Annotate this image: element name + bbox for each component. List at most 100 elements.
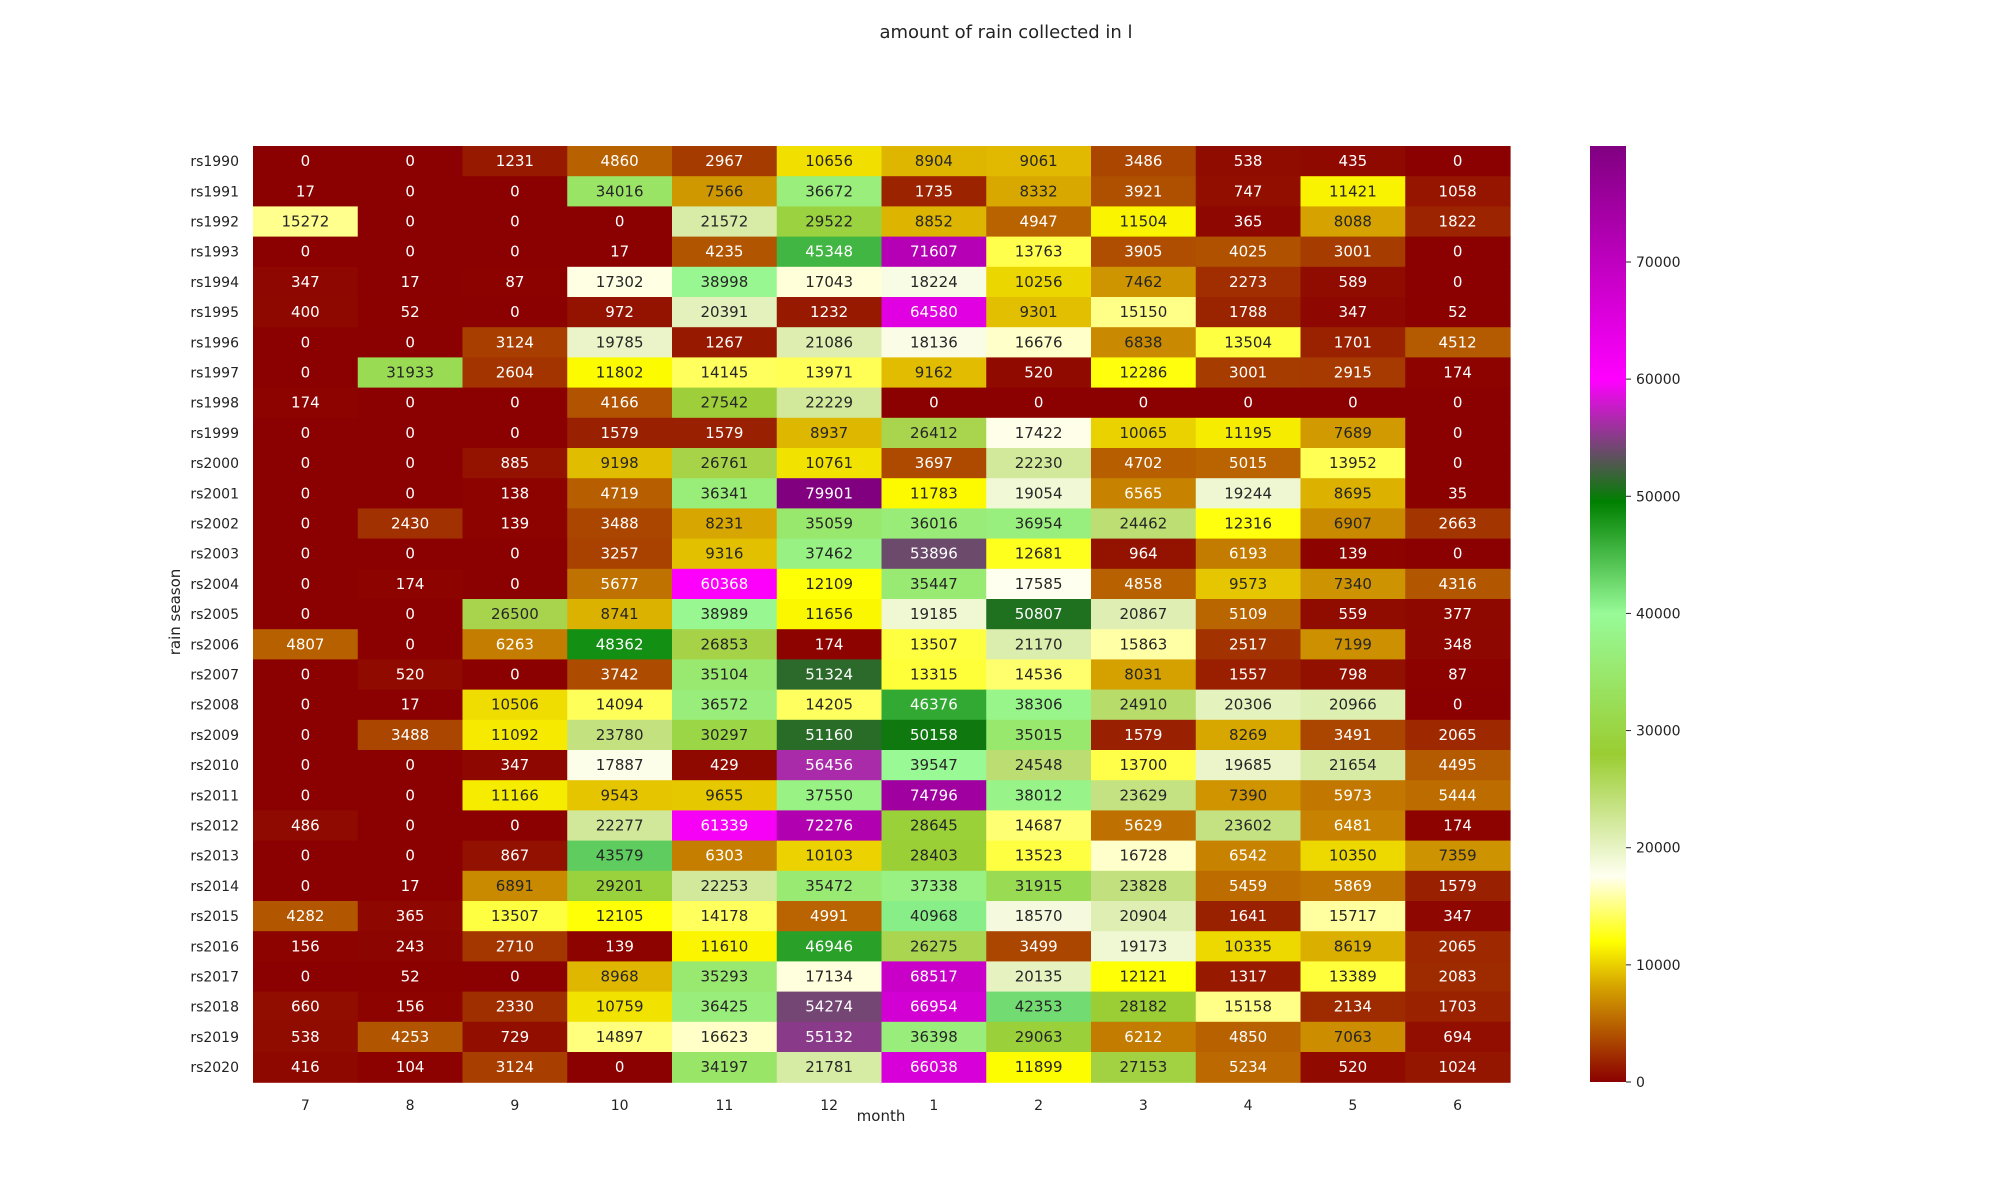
heatmap-cell <box>1300 629 1406 660</box>
heatmap-cell <box>881 991 987 1023</box>
cell-value-label: 22229 <box>805 394 853 412</box>
cell-value-label: 0 <box>405 635 415 653</box>
heatmap-cell <box>462 870 568 902</box>
cell-value-label: 53896 <box>910 545 958 563</box>
x-tick-label: 5 <box>1348 1098 1357 1114</box>
cell-value-label: 0 <box>1453 545 1463 563</box>
cell-value-label: 19785 <box>596 333 644 351</box>
cell-value-label: 20966 <box>1329 696 1377 714</box>
heatmap-cell <box>462 961 568 993</box>
x-tick-label: 2 <box>1034 1098 1043 1114</box>
cell-value-label: 7340 <box>1334 575 1372 593</box>
cell-value-label: 5869 <box>1334 877 1372 895</box>
heatmap-cell <box>776 870 883 902</box>
heatmap-cell <box>1091 387 1197 419</box>
heatmap-cell <box>881 236 987 268</box>
cell-value-label: 520 <box>1024 364 1053 382</box>
cell-value-label: 0 <box>1453 243 1463 261</box>
cell-value-label: 0 <box>510 666 520 684</box>
heatmap-cell <box>1405 870 1511 902</box>
heatmap-cell <box>986 780 1092 811</box>
cell-value-label: 0 <box>301 152 311 170</box>
cell-value-label: 3124 <box>496 1058 534 1076</box>
cell-value-label: 347 <box>1339 303 1368 321</box>
colorbar-tick-label: 70000 <box>1636 255 1681 271</box>
cell-value-label: 0 <box>510 243 520 261</box>
cell-value-label: 2915 <box>1334 364 1372 382</box>
cell-value-label: 21781 <box>805 1058 853 1076</box>
heatmap-cell <box>357 750 464 781</box>
heatmap-cell <box>986 387 1092 419</box>
cell-value-label: 4025 <box>1229 243 1267 261</box>
cell-value-label: 589 <box>1339 273 1368 291</box>
y-tick-label: rs1994 <box>190 275 239 291</box>
cell-value-label: 28403 <box>910 847 958 865</box>
heatmap-cell <box>1091 901 1197 932</box>
cell-value-label: 2663 <box>1439 515 1477 533</box>
heatmap-cell <box>462 780 568 811</box>
heatmap-cell <box>357 961 464 993</box>
cell-value-label: 3257 <box>601 545 639 563</box>
y-tick-label: rs2012 <box>190 819 239 835</box>
cell-value-label: 1822 <box>1439 213 1477 231</box>
heatmap-cell <box>253 599 359 630</box>
cell-value-label: 3921 <box>1124 182 1162 200</box>
heatmap-cell <box>776 508 883 540</box>
heatmap-cell <box>357 568 464 600</box>
cell-value-label: 31933 <box>386 364 434 382</box>
y-tick-label: rs2005 <box>190 607 239 623</box>
cell-value-label: 56456 <box>805 756 853 774</box>
cell-value-label: 4166 <box>601 394 639 412</box>
cell-value-label: 0 <box>301 424 311 442</box>
cell-value-label: 243 <box>396 937 425 955</box>
heatmap-cell <box>357 780 464 811</box>
heatmap-cell <box>1300 387 1406 419</box>
cell-value-label: 29522 <box>805 213 853 231</box>
heatmap-cell <box>1091 659 1197 691</box>
heatmap-cell <box>672 840 778 872</box>
y-tick-label: rs1997 <box>190 366 239 382</box>
heatmap-cell <box>462 478 568 509</box>
heatmap-cell <box>776 448 883 479</box>
cell-value-label: 1703 <box>1439 998 1477 1016</box>
cell-value-label: 68517 <box>910 968 958 986</box>
heatmap-cell <box>986 297 1092 328</box>
heatmap-cell <box>1195 236 1302 268</box>
heatmap-cell <box>1195 478 1302 509</box>
heatmap-cell <box>672 931 778 962</box>
y-tick-label: rs1991 <box>190 184 239 200</box>
heatmap-cell <box>567 750 673 781</box>
cell-value-label: 0 <box>405 213 415 231</box>
heatmap-cell <box>1195 689 1302 721</box>
heatmap-cell <box>1300 417 1406 449</box>
heatmap-cell <box>1405 176 1511 207</box>
cell-value-label: 13971 <box>805 364 853 382</box>
heatmap-cell <box>1405 448 1511 479</box>
cell-value-label: 36572 <box>701 696 749 714</box>
heatmap-cell <box>357 599 464 630</box>
cell-value-label: 87 <box>505 273 524 291</box>
cell-value-label: 4719 <box>601 484 639 502</box>
cell-value-label: 17 <box>401 696 420 714</box>
heatmap-cell <box>986 176 1092 207</box>
cell-value-label: 6565 <box>1124 484 1162 502</box>
heatmap-cell <box>672 870 778 902</box>
cell-value-label: 2517 <box>1229 635 1267 653</box>
y-tick-label: rs2016 <box>190 939 239 955</box>
heatmap-cell <box>1405 991 1511 1023</box>
heatmap-cell <box>357 448 464 479</box>
cell-value-label: 18224 <box>910 273 958 291</box>
cell-value-label: 10506 <box>491 696 539 714</box>
heatmap-cell <box>1300 991 1406 1023</box>
cell-value-label: 416 <box>291 1058 320 1076</box>
heatmap-cell <box>881 1021 987 1053</box>
cell-value-label: 0 <box>301 545 311 563</box>
x-tick-labels: 7 8 9 10 11 12 1 2 3 4 5 6 <box>301 1098 1462 1114</box>
cell-value-label: 13507 <box>910 635 958 653</box>
cell-value-label: 8741 <box>601 605 639 623</box>
cell-value-label: 4702 <box>1124 454 1162 472</box>
y-axis-label: rain season <box>166 569 184 656</box>
heatmap-cell <box>1300 176 1406 207</box>
heatmap-cell <box>776 719 883 751</box>
cell-value-label: 14897 <box>596 1028 644 1046</box>
